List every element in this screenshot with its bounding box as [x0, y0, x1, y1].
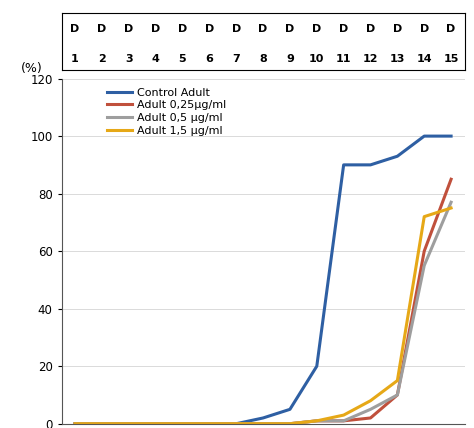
Text: D: D — [232, 24, 241, 34]
Adult 1,5 μg/ml — [314, 418, 319, 423]
Text: 7: 7 — [232, 54, 240, 64]
Text: 10: 10 — [309, 54, 325, 64]
Text: 4: 4 — [152, 54, 160, 64]
Adult 1,5 μg/ml — [341, 413, 346, 418]
Control Adult — [287, 407, 293, 412]
Adult 1,5 μg/ml — [260, 421, 266, 426]
Adult 0,5 μg/ml — [153, 421, 158, 426]
Text: D: D — [151, 24, 160, 34]
Control Adult — [153, 421, 158, 426]
Text: 8: 8 — [259, 54, 267, 64]
Text: (%): (%) — [21, 62, 43, 75]
Text: 15: 15 — [443, 54, 459, 64]
Adult 0,5 μg/ml — [72, 421, 78, 426]
Adult 1,5 μg/ml — [99, 421, 105, 426]
Adult 0,5 μg/ml — [260, 421, 266, 426]
Text: D: D — [178, 24, 187, 34]
Control Adult — [180, 421, 185, 426]
Adult 0,25μg/ml — [153, 421, 158, 426]
Adult 0,25μg/ml — [341, 418, 346, 423]
Text: 2: 2 — [98, 54, 106, 64]
Control Adult — [314, 364, 319, 369]
Text: 14: 14 — [417, 54, 432, 64]
Text: 1: 1 — [71, 54, 79, 64]
Adult 0,5 μg/ml — [207, 421, 212, 426]
Adult 1,5 μg/ml — [153, 421, 158, 426]
Text: 3: 3 — [125, 54, 133, 64]
Adult 0,25μg/ml — [233, 421, 239, 426]
Control Adult — [341, 162, 346, 167]
Adult 0,5 μg/ml — [314, 418, 319, 423]
Line: Adult 1,5 μg/ml: Adult 1,5 μg/ml — [75, 208, 451, 424]
Text: D: D — [312, 24, 321, 34]
Legend: Control Adult, Adult 0,25μg/ml, Adult 0,5 μg/ml, Adult 1,5 μg/ml: Control Adult, Adult 0,25μg/ml, Adult 0,… — [108, 88, 227, 136]
Adult 1,5 μg/ml — [368, 398, 374, 403]
Adult 0,5 μg/ml — [448, 200, 454, 205]
Adult 0,5 μg/ml — [126, 421, 132, 426]
Adult 1,5 μg/ml — [448, 205, 454, 211]
Adult 1,5 μg/ml — [394, 378, 400, 383]
Adult 0,25μg/ml — [448, 177, 454, 182]
Adult 0,5 μg/ml — [394, 392, 400, 398]
Text: D: D — [258, 24, 268, 34]
Adult 0,25μg/ml — [180, 421, 185, 426]
Control Adult — [233, 421, 239, 426]
Text: D: D — [285, 24, 294, 34]
Control Adult — [207, 421, 212, 426]
Text: 11: 11 — [336, 54, 351, 64]
Adult 1,5 μg/ml — [287, 421, 293, 426]
Control Adult — [99, 421, 105, 426]
Adult 1,5 μg/ml — [126, 421, 132, 426]
Text: D: D — [419, 24, 429, 34]
Text: D: D — [71, 24, 80, 34]
Text: 13: 13 — [390, 54, 405, 64]
Adult 1,5 μg/ml — [72, 421, 78, 426]
Adult 0,25μg/ml — [207, 421, 212, 426]
Adult 0,5 μg/ml — [368, 407, 374, 412]
Adult 0,25μg/ml — [260, 421, 266, 426]
Adult 0,25μg/ml — [72, 421, 78, 426]
Control Adult — [394, 154, 400, 159]
Text: 9: 9 — [286, 54, 294, 64]
Adult 0,5 μg/ml — [99, 421, 105, 426]
Control Adult — [72, 421, 78, 426]
Text: 6: 6 — [205, 54, 213, 64]
Adult 0,5 μg/ml — [341, 418, 346, 423]
Adult 0,5 μg/ml — [180, 421, 185, 426]
Line: Adult 0,25μg/ml: Adult 0,25μg/ml — [75, 179, 451, 424]
Line: Adult 0,5 μg/ml: Adult 0,5 μg/ml — [75, 202, 451, 424]
Adult 0,5 μg/ml — [287, 421, 293, 426]
Adult 0,5 μg/ml — [233, 421, 239, 426]
Text: D: D — [339, 24, 348, 34]
Control Adult — [368, 162, 374, 167]
Adult 0,25μg/ml — [99, 421, 105, 426]
Adult 0,25μg/ml — [368, 416, 374, 421]
Adult 0,25μg/ml — [394, 392, 400, 398]
Text: D: D — [366, 24, 375, 34]
Adult 0,25μg/ml — [126, 421, 132, 426]
Text: D: D — [393, 24, 402, 34]
Line: Control Adult: Control Adult — [75, 136, 451, 424]
Text: D: D — [124, 24, 133, 34]
Text: D: D — [447, 24, 456, 34]
Adult 0,5 μg/ml — [421, 263, 427, 268]
Text: D: D — [205, 24, 214, 34]
Text: 5: 5 — [179, 54, 186, 64]
Control Adult — [421, 134, 427, 139]
Control Adult — [126, 421, 132, 426]
Adult 0,25μg/ml — [314, 418, 319, 423]
Text: D: D — [97, 24, 107, 34]
Adult 1,5 μg/ml — [207, 421, 212, 426]
Adult 0,25μg/ml — [421, 249, 427, 254]
Adult 1,5 μg/ml — [233, 421, 239, 426]
Adult 0,25μg/ml — [287, 421, 293, 426]
Adult 1,5 μg/ml — [421, 214, 427, 219]
Text: 12: 12 — [363, 54, 378, 64]
Control Adult — [448, 134, 454, 139]
Control Adult — [260, 416, 266, 421]
Adult 1,5 μg/ml — [180, 421, 185, 426]
